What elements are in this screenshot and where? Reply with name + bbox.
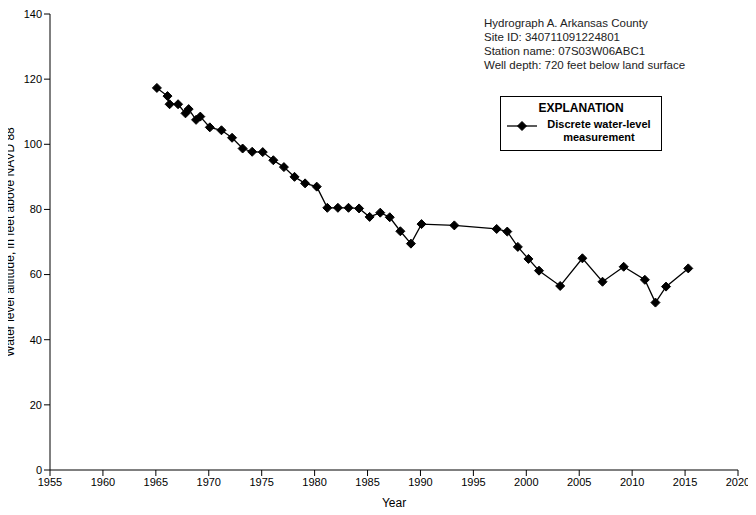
svg-text:1970: 1970 (197, 476, 221, 488)
svg-text:0: 0 (36, 464, 42, 476)
svg-text:40: 40 (30, 334, 42, 346)
svg-text:2005: 2005 (567, 476, 591, 488)
svg-text:60: 60 (30, 268, 42, 280)
html-text:Hydrograph A. Arkansas County: Hydrograph A. Arkansas County (484, 17, 648, 29)
svg-text:2015: 2015 (673, 476, 697, 488)
html-text:Site ID: 340711091224801: Site ID: 340711091224801 (484, 31, 620, 43)
html-text:Discrete water-level measureme: Discrete water-level measurement (547, 118, 651, 143)
svg-text:1980: 1980 (302, 476, 326, 488)
svg-text:100: 100 (24, 138, 42, 150)
svg-text:20: 20 (30, 399, 42, 411)
svg-text:2010: 2010 (620, 476, 644, 488)
svg-text:80: 80 (30, 203, 42, 215)
svg-text:Water level altitude, in feet: Water level altitude, in feet above NAVD… (8, 127, 17, 357)
svg-text:140: 140 (24, 8, 42, 20)
html-text:Station name: 07S03W06ABC1: Station name: 07S03W06ABC1 (484, 45, 646, 57)
svg-text:2000: 2000 (514, 476, 538, 488)
svg-text:1955: 1955 (38, 476, 62, 488)
svg-text:1975: 1975 (249, 476, 273, 488)
svg-text:1960: 1960 (91, 476, 115, 488)
svg-text:1995: 1995 (461, 476, 485, 488)
svg-text:1965: 1965 (144, 476, 168, 488)
svg-text:2020: 2020 (726, 476, 748, 488)
svg-text:120: 120 (24, 73, 42, 85)
svg-text:1985: 1985 (355, 476, 379, 488)
html-text:EXPLANATION: EXPLANATION (538, 101, 624, 115)
svg-text:Year: Year (382, 496, 406, 507)
svg-text:1990: 1990 (408, 476, 432, 488)
html-text:Well depth: 720 feet below lan: Well depth: 720 feet below land surface (484, 59, 686, 71)
